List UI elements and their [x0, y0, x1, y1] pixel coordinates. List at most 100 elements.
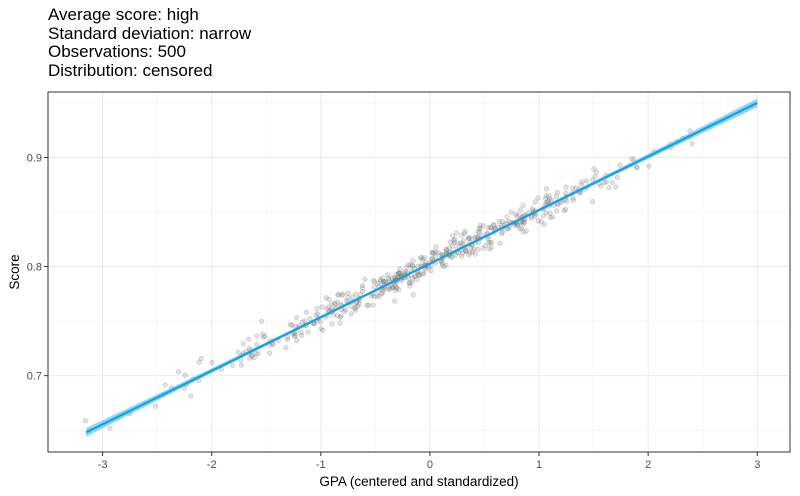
data-point — [393, 284, 399, 290]
data-point — [238, 362, 245, 368]
data-point — [514, 214, 520, 220]
data-point — [431, 250, 437, 256]
data-point — [411, 273, 417, 279]
axis-ticks: -3 -2 -1 0 1 2 3 0.7 0.8 0.9 — [27, 152, 761, 471]
data-point — [289, 322, 295, 328]
data-point — [302, 318, 308, 324]
data-point — [428, 268, 434, 274]
plot-panel — [47, 91, 791, 453]
data-point — [474, 234, 480, 240]
data-point — [480, 245, 486, 251]
data-point — [477, 222, 483, 228]
data-point — [356, 301, 362, 307]
data-point — [584, 178, 590, 184]
data-point — [314, 305, 320, 311]
data-point — [292, 332, 298, 338]
data-point — [460, 237, 467, 244]
data-point — [254, 333, 260, 339]
title-line-standard-deviation: Standard deviation: narrow — [48, 23, 252, 43]
x-tick-label: 0 — [427, 459, 433, 471]
data-point — [365, 302, 371, 308]
data-point — [414, 277, 420, 283]
data-point — [410, 292, 416, 298]
data-point — [517, 226, 523, 232]
data-point — [508, 209, 514, 215]
data-point — [320, 327, 326, 333]
data-point — [380, 290, 386, 296]
data-point — [517, 207, 523, 213]
data-point — [500, 229, 506, 235]
data-point — [419, 255, 425, 261]
data-point — [470, 249, 476, 255]
data-point — [255, 351, 261, 357]
data-point — [240, 341, 246, 347]
data-point — [319, 304, 325, 310]
data-point — [463, 248, 469, 254]
data-point — [359, 288, 366, 295]
data-point — [390, 284, 396, 291]
data-point — [450, 233, 456, 239]
data-point — [305, 329, 311, 335]
data-point — [249, 353, 255, 359]
data-point — [253, 350, 259, 356]
x-tick-label: -1 — [316, 459, 326, 471]
data-point — [543, 210, 549, 216]
data-point — [449, 254, 455, 260]
data-point — [423, 267, 429, 273]
data-point — [538, 219, 544, 225]
data-point — [323, 295, 329, 301]
data-point — [554, 189, 560, 196]
data-point — [343, 307, 349, 313]
data-point — [392, 298, 398, 304]
data-point — [355, 303, 361, 309]
data-point — [561, 208, 567, 214]
data-point — [485, 225, 491, 231]
data-point — [260, 334, 266, 340]
data-point — [617, 162, 623, 168]
data-point — [609, 179, 615, 185]
data-point — [486, 240, 492, 246]
data-point — [247, 355, 253, 361]
data-point — [406, 280, 412, 286]
data-point — [292, 334, 298, 340]
y-tick-label: 0.8 — [27, 262, 42, 274]
data-point — [547, 210, 553, 216]
title-block: Average score: high Standard deviation: … — [48, 5, 252, 80]
data-point — [554, 208, 560, 214]
data-point — [409, 279, 415, 285]
data-point — [392, 283, 398, 289]
data-point — [532, 213, 538, 219]
data-point — [453, 230, 459, 236]
data-point — [348, 311, 354, 317]
data-point — [385, 272, 391, 278]
data-point — [352, 306, 358, 312]
data-point — [543, 196, 549, 202]
data-point — [334, 312, 341, 318]
data-point — [589, 199, 595, 205]
data-point — [303, 309, 310, 315]
data-point — [387, 286, 393, 292]
data-point — [402, 268, 408, 275]
data-point — [450, 243, 456, 249]
data-point — [397, 271, 404, 277]
data-point — [452, 236, 458, 242]
data-point — [294, 314, 300, 321]
data-point — [107, 425, 113, 431]
data-point — [175, 369, 182, 375]
data-point — [488, 240, 495, 246]
data-point — [345, 294, 351, 300]
data-point — [386, 285, 392, 291]
data-point — [385, 286, 391, 292]
data-point — [528, 215, 535, 221]
data-point — [396, 270, 402, 276]
data-point — [409, 263, 415, 269]
data-point — [480, 223, 486, 229]
data-point — [343, 298, 349, 304]
data-point — [82, 418, 88, 424]
data-point — [285, 336, 291, 342]
data-point — [603, 179, 609, 185]
data-point — [307, 316, 313, 322]
data-point — [162, 382, 168, 388]
data-point — [390, 284, 396, 290]
data-point — [545, 198, 551, 204]
